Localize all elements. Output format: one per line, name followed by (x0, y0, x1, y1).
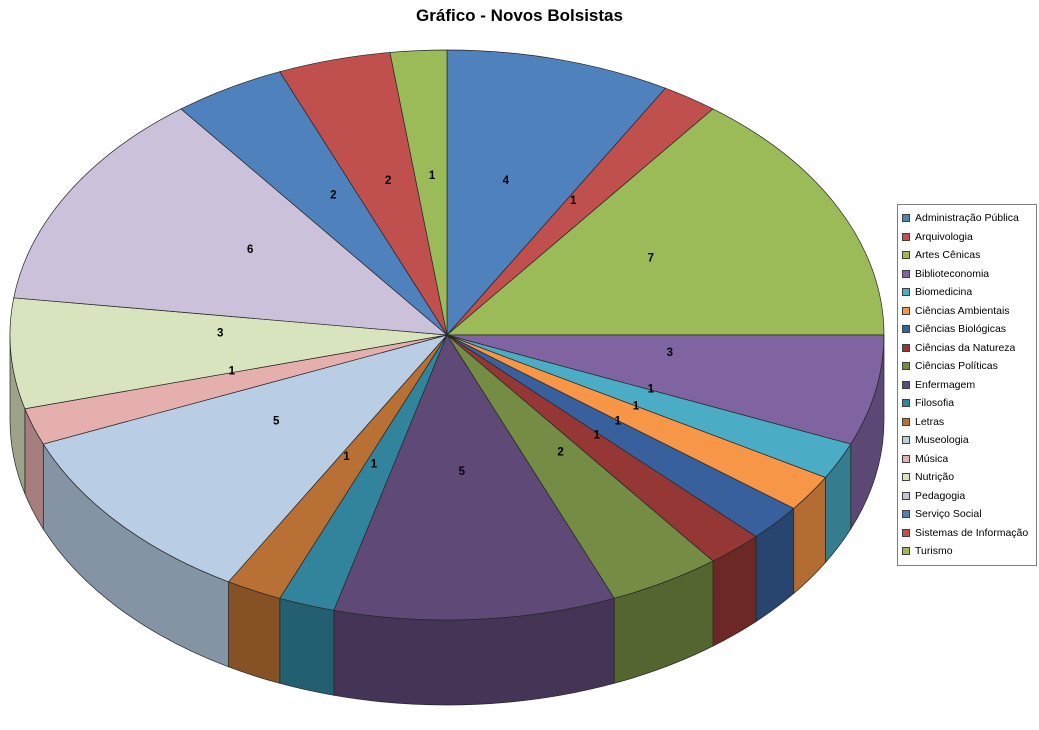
data-label: 1 (570, 195, 577, 207)
legend-item: Filosofia (902, 394, 1034, 413)
legend-item: Museologia (902, 431, 1034, 450)
pie-slice-side (228, 581, 281, 684)
legend-label: Artes Cênicas (915, 249, 981, 262)
data-label: 1 (648, 384, 655, 396)
legend-label: Ciências da Natureza (915, 341, 1016, 354)
data-label: 2 (330, 190, 336, 202)
legend-swatch (902, 232, 910, 241)
legend-item: Ciências Biológicas (902, 320, 1034, 339)
legend-label: Música (915, 452, 949, 465)
legend-item: Ciências Ambientais (902, 302, 1034, 321)
legend-item: Música (902, 450, 1034, 469)
legend-swatch (902, 306, 910, 315)
data-label: 5 (273, 416, 280, 428)
legend-label: Sistemas de Informação (915, 526, 1029, 539)
data-label: 1 (229, 366, 236, 378)
pie-slice (9, 297, 448, 410)
data-label: 2 (557, 446, 563, 458)
legend-item: Biomedicina (902, 283, 1034, 302)
legend-item: Enfermagem (902, 376, 1034, 395)
legend-item: Pedagogia (902, 487, 1034, 506)
legend-item: Letras (902, 413, 1034, 432)
legend: Administração Pública Arquivologia Artes C… (897, 204, 1037, 566)
legend-item: Nutrição (902, 468, 1034, 487)
legend-label: Letras (915, 415, 945, 428)
data-label: 1 (343, 451, 350, 463)
legend-swatch (902, 436, 910, 445)
data-label: 3 (217, 328, 223, 340)
legend-swatch (902, 547, 910, 556)
legend-label: Museologia (915, 434, 969, 447)
data-label: 7 (648, 252, 654, 264)
pie-slice (389, 49, 448, 336)
legend-item: Turismo (902, 542, 1034, 561)
data-label: 2 (385, 175, 391, 187)
legend-item: Ciências da Natureza (902, 339, 1034, 358)
legend-swatch (902, 269, 910, 278)
legend-label: Nutrição (915, 471, 955, 484)
legend-label: Enfermagem (915, 378, 976, 391)
legend-label: Turismo (915, 545, 953, 558)
legend-item: Serviço Social (902, 505, 1034, 524)
legend-label: Arquivologia (915, 230, 973, 243)
data-label: 1 (615, 416, 622, 428)
legend-swatch (902, 528, 910, 537)
legend-swatch (902, 362, 910, 371)
legend-swatch (902, 325, 910, 334)
legend-swatch (902, 288, 910, 297)
legend-swatch (902, 454, 910, 463)
pie-slice (446, 49, 667, 336)
data-label: 3 (667, 347, 673, 359)
pie-slice (333, 334, 615, 621)
legend-swatch (902, 473, 910, 482)
data-label: 1 (429, 170, 436, 182)
legend-label: Pedagogia (915, 489, 966, 502)
chart-title: Gráfico - Novos Bolsistas (416, 6, 623, 25)
pie-slice (42, 334, 449, 583)
data-label: 6 (247, 244, 253, 256)
legend-swatch (902, 417, 910, 426)
legend-swatch (902, 214, 910, 223)
legend-label: Administração Pública (915, 212, 1019, 225)
legend-label: Ciências Ambientais (915, 304, 1010, 317)
legend-swatch (902, 380, 910, 389)
legend-swatch (902, 510, 910, 519)
legend-item: Artes Cênicas (902, 246, 1034, 265)
legend-swatch (902, 399, 910, 408)
data-label: 1 (594, 429, 601, 441)
legend-label: Filosofia (915, 397, 955, 410)
legend-label: Biblioteconomia (915, 267, 990, 280)
data-label: 1 (633, 400, 640, 412)
pie-slice (13, 108, 449, 336)
legend-label: Serviço Social (915, 508, 982, 521)
legend-item: Biblioteconomia (902, 265, 1034, 284)
legend-label: Ciências Biológicas (915, 323, 1007, 336)
data-label: 4 (503, 175, 510, 187)
data-label: 5 (459, 466, 466, 478)
legend-item: Sistemas de Informação (902, 524, 1034, 543)
pie-slice (446, 334, 885, 445)
legend-item: Arquivologia (902, 228, 1034, 247)
legend-swatch (902, 251, 910, 260)
pie-slice (446, 108, 885, 336)
legend-swatch (902, 491, 910, 500)
legend-swatch (902, 343, 910, 352)
legend-label: Biomedicina (915, 286, 973, 299)
legend-item: Ciências Políticas (902, 357, 1034, 376)
legend-item: Administração Pública (902, 209, 1034, 228)
legend-label: Ciências Políticas (915, 360, 998, 373)
pie-slice-side (279, 597, 335, 696)
data-label: 1 (371, 458, 378, 470)
